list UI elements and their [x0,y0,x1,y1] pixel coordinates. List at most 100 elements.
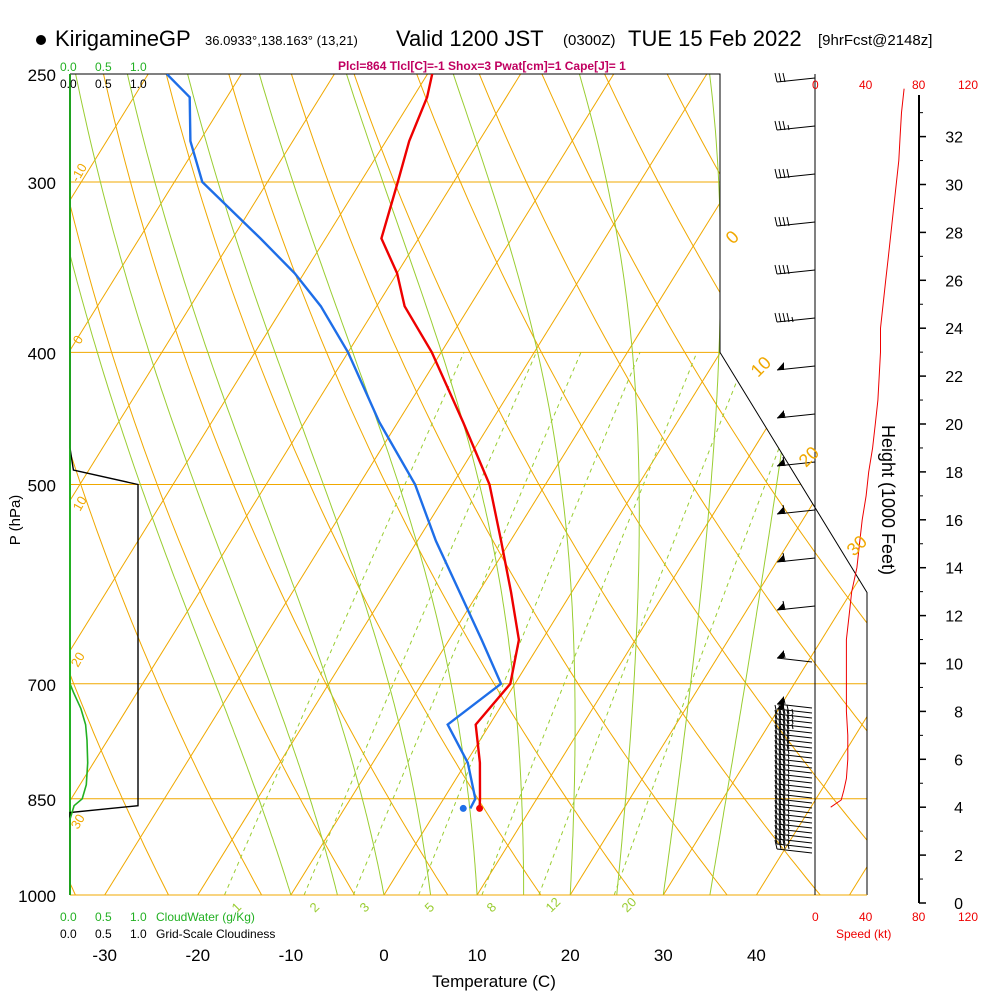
mixing-ratio-line [613,352,817,895]
wind-barb-flag [774,784,778,795]
wind-barb [774,834,813,849]
cloudiness-bottom-2: 1.0 [130,927,147,941]
wind-barb-flag [782,264,786,275]
wind-barb [774,839,813,854]
speed-label: Speed (kt) [836,927,892,941]
cloudwater-bottom-0: 0.0 [60,910,77,924]
y-tick-label: 250 [28,66,56,85]
wind-barb-flag [774,839,778,850]
isotherm-line [290,74,801,895]
wind-barb-flag [782,72,786,83]
wind-barb-pennant [777,602,784,610]
wind-barb [774,744,813,759]
wind-barb-flag [774,759,778,770]
wind-barb-flag [782,120,786,131]
wind-barb-flag [778,759,782,770]
wind-barb-pennant [777,554,784,562]
wind-barb-half [787,818,790,825]
wind-barb-flag [778,714,782,725]
wind-barb [774,789,813,804]
cloudiness-top-1: 0.5 [95,77,112,91]
moist-adiabat-line [346,74,525,895]
height-tick-label: 18 [945,465,963,482]
height-tick-label: 16 [945,513,963,530]
wind-barb-half [787,778,790,785]
wind-barb [774,729,813,744]
height-tick-label: 0 [954,896,963,913]
wind-barb-flag [774,794,778,805]
wind-barb-half [791,316,794,323]
cloudiness-top-2: 1.0 [130,77,147,91]
wind-barb-flag [782,754,786,765]
wind-barb [776,600,816,611]
wind-barb-flag [774,829,778,840]
wind-barb-half [787,828,790,835]
wind-barb-flag [778,764,782,775]
moist-adiabat-line [258,74,478,895]
wind-barb-flag [782,789,786,800]
wind-barb-flag [782,719,786,730]
speed-top-80: 80 [912,78,926,92]
wind-barb-half [787,758,790,765]
wind-barb-flag [774,724,778,735]
y-tick-label: 1000 [18,887,56,906]
mixing-ratio-line [303,352,537,895]
height-axis-title: Height (1000 Feet) [878,425,898,575]
wind-barb-flag [782,769,786,780]
grid-layer [70,74,1000,895]
wind-barb-flag [786,216,790,227]
wind-barb-flag [778,734,782,745]
wind-barb-pennant [777,696,784,704]
plot-frame-edge [70,73,868,895]
wind-barb-flag [778,754,782,765]
wind-barb-flag [782,759,786,770]
wind-barb-flag [782,819,786,830]
wind-barb-half [787,808,790,815]
dry-adiabat-label: 10 [70,493,90,513]
cloud-panel [69,74,139,895]
dry-adiabat-label: 30 [843,532,871,560]
wind-barb [776,362,816,371]
wind-barb-staff [776,743,813,749]
wind-barb [776,552,816,563]
wind-barb-staff [776,708,813,714]
wind-barb-half [787,793,790,800]
wind-barb-flag [774,764,778,775]
wind-barb-staff [776,833,813,839]
wind-barb-staff [776,778,813,784]
wind-barb-flag [774,804,778,815]
cloudwater-top-2: 1.0 [130,60,147,74]
wind-barb-half [787,833,790,840]
moist-adiabat-line [187,74,432,895]
wind-barb-half [787,783,790,790]
dry-adiabat-line [165,74,542,895]
mixing-ratio-label: 20 [619,894,640,915]
wind-barb-staff [776,733,813,739]
dry-adiabat-line [353,74,821,895]
dry-adiabat-line [918,74,1000,895]
wind-barb-flag [786,734,790,745]
wind-barb-staff [776,818,813,824]
wind-barb-staff [776,813,813,819]
wind-barb [774,759,813,774]
wind-barb-flag [786,704,790,715]
wind-barb-flag [786,714,790,725]
isotherm-line [70,74,428,895]
y-tick-label: 850 [28,791,56,810]
dry-adiabat-label: 30 [68,811,88,831]
wind-barb-flag [774,72,778,83]
wind-barb-half [787,773,790,780]
y-tick-label: 400 [28,344,56,363]
dry-adiabat-line [290,74,728,895]
height-tick-label: 6 [954,752,963,769]
height-tick-label: 8 [954,704,963,721]
wind-barb-flag [774,264,778,275]
wind-barb-staff [776,823,813,829]
wind-barb-staff [776,828,813,834]
y-tick-label: 500 [28,477,56,496]
x-tick-label: 40 [747,946,766,965]
wind-barb-flag [782,824,786,835]
wind-barb-staff [776,758,813,764]
wind-barb-flag [786,739,790,750]
